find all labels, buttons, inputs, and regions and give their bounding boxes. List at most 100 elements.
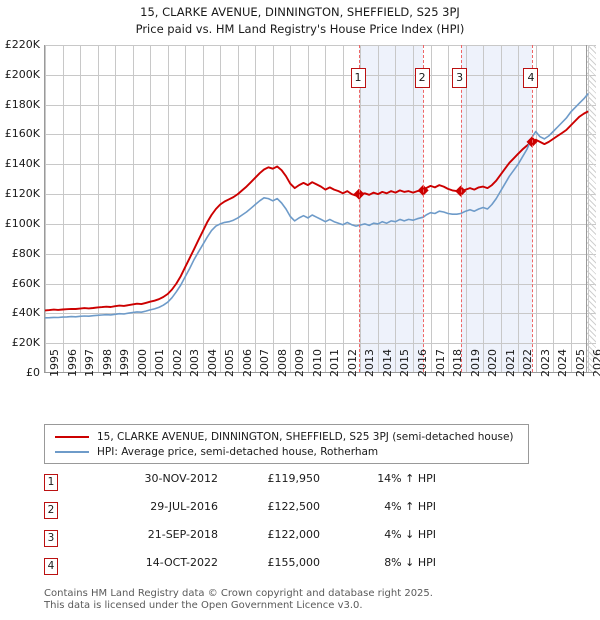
x-gridline xyxy=(202,45,204,372)
y-gridline xyxy=(45,74,596,76)
y-gridline xyxy=(45,45,596,46)
x-axis-tick-label: 2024 xyxy=(556,349,570,377)
transaction-index-badge: 2 xyxy=(44,502,58,519)
x-axis-tick-label: 2018 xyxy=(451,349,465,377)
chart-series-layer xyxy=(45,92,589,319)
x-axis-tick-label: 2009 xyxy=(293,349,307,377)
series-line-hpi xyxy=(45,92,589,319)
title-line-1: 15, CLARKE AVENUE, DINNINGTON, SHEFFIELD… xyxy=(140,5,460,19)
x-axis-tick-label: 2023 xyxy=(538,349,552,377)
x-axis-tick-label: 2025 xyxy=(573,349,587,377)
provisional-data-hatch xyxy=(586,45,596,372)
x-gridline xyxy=(237,45,239,372)
transaction-price: £122,500 xyxy=(267,500,321,513)
x-gridline xyxy=(448,45,450,372)
y-gridline xyxy=(45,164,596,166)
x-axis-tick-label: 2011 xyxy=(328,349,342,377)
x-axis-tick-label: 2022 xyxy=(521,349,535,377)
x-axis-tick-label: 1999 xyxy=(118,349,132,377)
x-axis-tick-label: 2000 xyxy=(135,349,149,377)
x-gridline xyxy=(518,45,520,372)
x-gridline xyxy=(97,45,99,372)
legend-item-1[interactable]: 15, CLARKE AVENUE, DINNINGTON, SHEFFIELD… xyxy=(51,429,522,444)
x-gridline xyxy=(430,45,432,372)
y-axis-tick-label: £180K xyxy=(4,97,40,111)
transaction-marker-badge-3[interactable]: 3 xyxy=(452,68,468,88)
x-axis-tick-label: 2013 xyxy=(363,349,377,377)
x-axis-tick-label: 2026 xyxy=(591,349,600,377)
x-gridline xyxy=(377,45,379,372)
x-axis-tick-label: 2006 xyxy=(240,349,254,377)
x-gridline xyxy=(570,45,572,372)
x-gridline xyxy=(325,45,327,372)
x-axis-tick-label: 2010 xyxy=(310,349,324,377)
x-axis-tick-label: 2008 xyxy=(275,349,289,377)
x-gridline xyxy=(45,45,46,372)
x-axis-tick-label: 2001 xyxy=(153,349,167,377)
x-gridline xyxy=(500,45,502,372)
transaction-marker-badge-2[interactable]: 2 xyxy=(414,68,430,88)
x-gridline xyxy=(272,45,274,372)
x-gridline xyxy=(395,45,397,372)
table-row[interactable]: 3 21-SEP-2018 £122,000 4% ↓ HPI xyxy=(44,528,464,556)
transaction-date: 21-SEP-2018 xyxy=(147,528,218,541)
x-gridline xyxy=(115,45,117,372)
x-gridline xyxy=(185,45,187,372)
table-row[interactable]: 2 29-JUL-2016 £122,500 4% ↑ HPI xyxy=(44,500,464,528)
transaction-index-badge: 4 xyxy=(44,558,58,575)
x-gridline xyxy=(307,45,309,372)
x-axis-tick-label: 2021 xyxy=(503,349,517,377)
x-axis-tick-label: 2002 xyxy=(170,349,184,377)
y-axis-tick-label: £100K xyxy=(4,216,40,230)
x-axis-tick-label: 1998 xyxy=(100,349,114,377)
transaction-date: 14-OCT-2022 xyxy=(145,556,218,569)
footer-line-1: Contains HM Land Registry data © Crown c… xyxy=(44,588,433,599)
x-axis-tick-label: 2015 xyxy=(398,349,412,377)
transaction-hpi-delta: 4% ↓ HPI xyxy=(384,528,436,541)
x-axis-tick-label: 1997 xyxy=(83,349,97,377)
transaction-price: £155,000 xyxy=(267,556,321,569)
x-gridline xyxy=(132,45,134,372)
x-gridline xyxy=(150,45,152,372)
transaction-price: £122,000 xyxy=(267,528,321,541)
transaction-marker-badge-4[interactable]: 4 xyxy=(523,68,539,88)
y-axis-tick-label: £80K xyxy=(11,246,40,260)
chart-legend: 15, CLARKE AVENUE, DINNINGTON, SHEFFIELD… xyxy=(44,424,529,464)
x-axis-tick-label: 1996 xyxy=(65,349,79,377)
transaction-marker-badge-1[interactable]: 1 xyxy=(350,68,366,88)
y-gridline xyxy=(45,134,596,136)
x-gridline xyxy=(290,45,292,372)
table-row[interactable]: 1 30-NOV-2012 £119,950 14% ↑ HPI xyxy=(44,472,464,500)
transaction-index-badge: 3 xyxy=(44,530,58,547)
chart-shaded-band-1 xyxy=(359,45,424,372)
x-gridline xyxy=(535,45,537,372)
legend-item-2[interactable]: HPI: Average price, semi-detached house,… xyxy=(51,444,522,459)
y-axis-tick-label: £220K xyxy=(4,38,40,51)
transactions-table: 1 30-NOV-2012 £119,950 14% ↑ HPI 2 29-JUL-201… xyxy=(44,472,464,584)
x-axis-tick-label: 2004 xyxy=(205,349,219,377)
transaction-index-badge: 1 xyxy=(44,474,58,491)
x-gridline xyxy=(360,45,362,372)
y-axis-tick-label: £140K xyxy=(4,157,40,171)
y-gridline xyxy=(45,104,596,106)
y-gridline xyxy=(45,313,596,315)
chart-plot-area xyxy=(44,45,596,373)
transaction-marker-line-3 xyxy=(460,45,462,372)
x-axis-tick-label: 2007 xyxy=(258,349,272,377)
y-axis-tick-label: £0 xyxy=(26,366,40,379)
y-axis-tick-label: £160K xyxy=(4,127,40,141)
legend-color-swatch xyxy=(55,450,89,453)
x-axis-tick-label: 2017 xyxy=(433,349,447,377)
chart-canvas xyxy=(45,45,596,372)
legend-color-swatch xyxy=(55,435,89,438)
table-row[interactable]: 4 14-OCT-2022 £155,000 8% ↓ HPI xyxy=(44,556,464,584)
transaction-marker-line-1 xyxy=(359,45,361,372)
y-axis-tick-label: £20K xyxy=(11,336,40,350)
x-axis-tick-label: 2016 xyxy=(416,349,429,377)
x-axis-tick-label: 2019 xyxy=(468,349,482,377)
x-axis-tick-label: 2012 xyxy=(345,349,359,377)
x-gridline xyxy=(342,45,344,372)
legend-item-label: HPI: Average price, semi-detached house,… xyxy=(97,445,379,458)
x-axis-tick-label: 2005 xyxy=(223,349,237,377)
